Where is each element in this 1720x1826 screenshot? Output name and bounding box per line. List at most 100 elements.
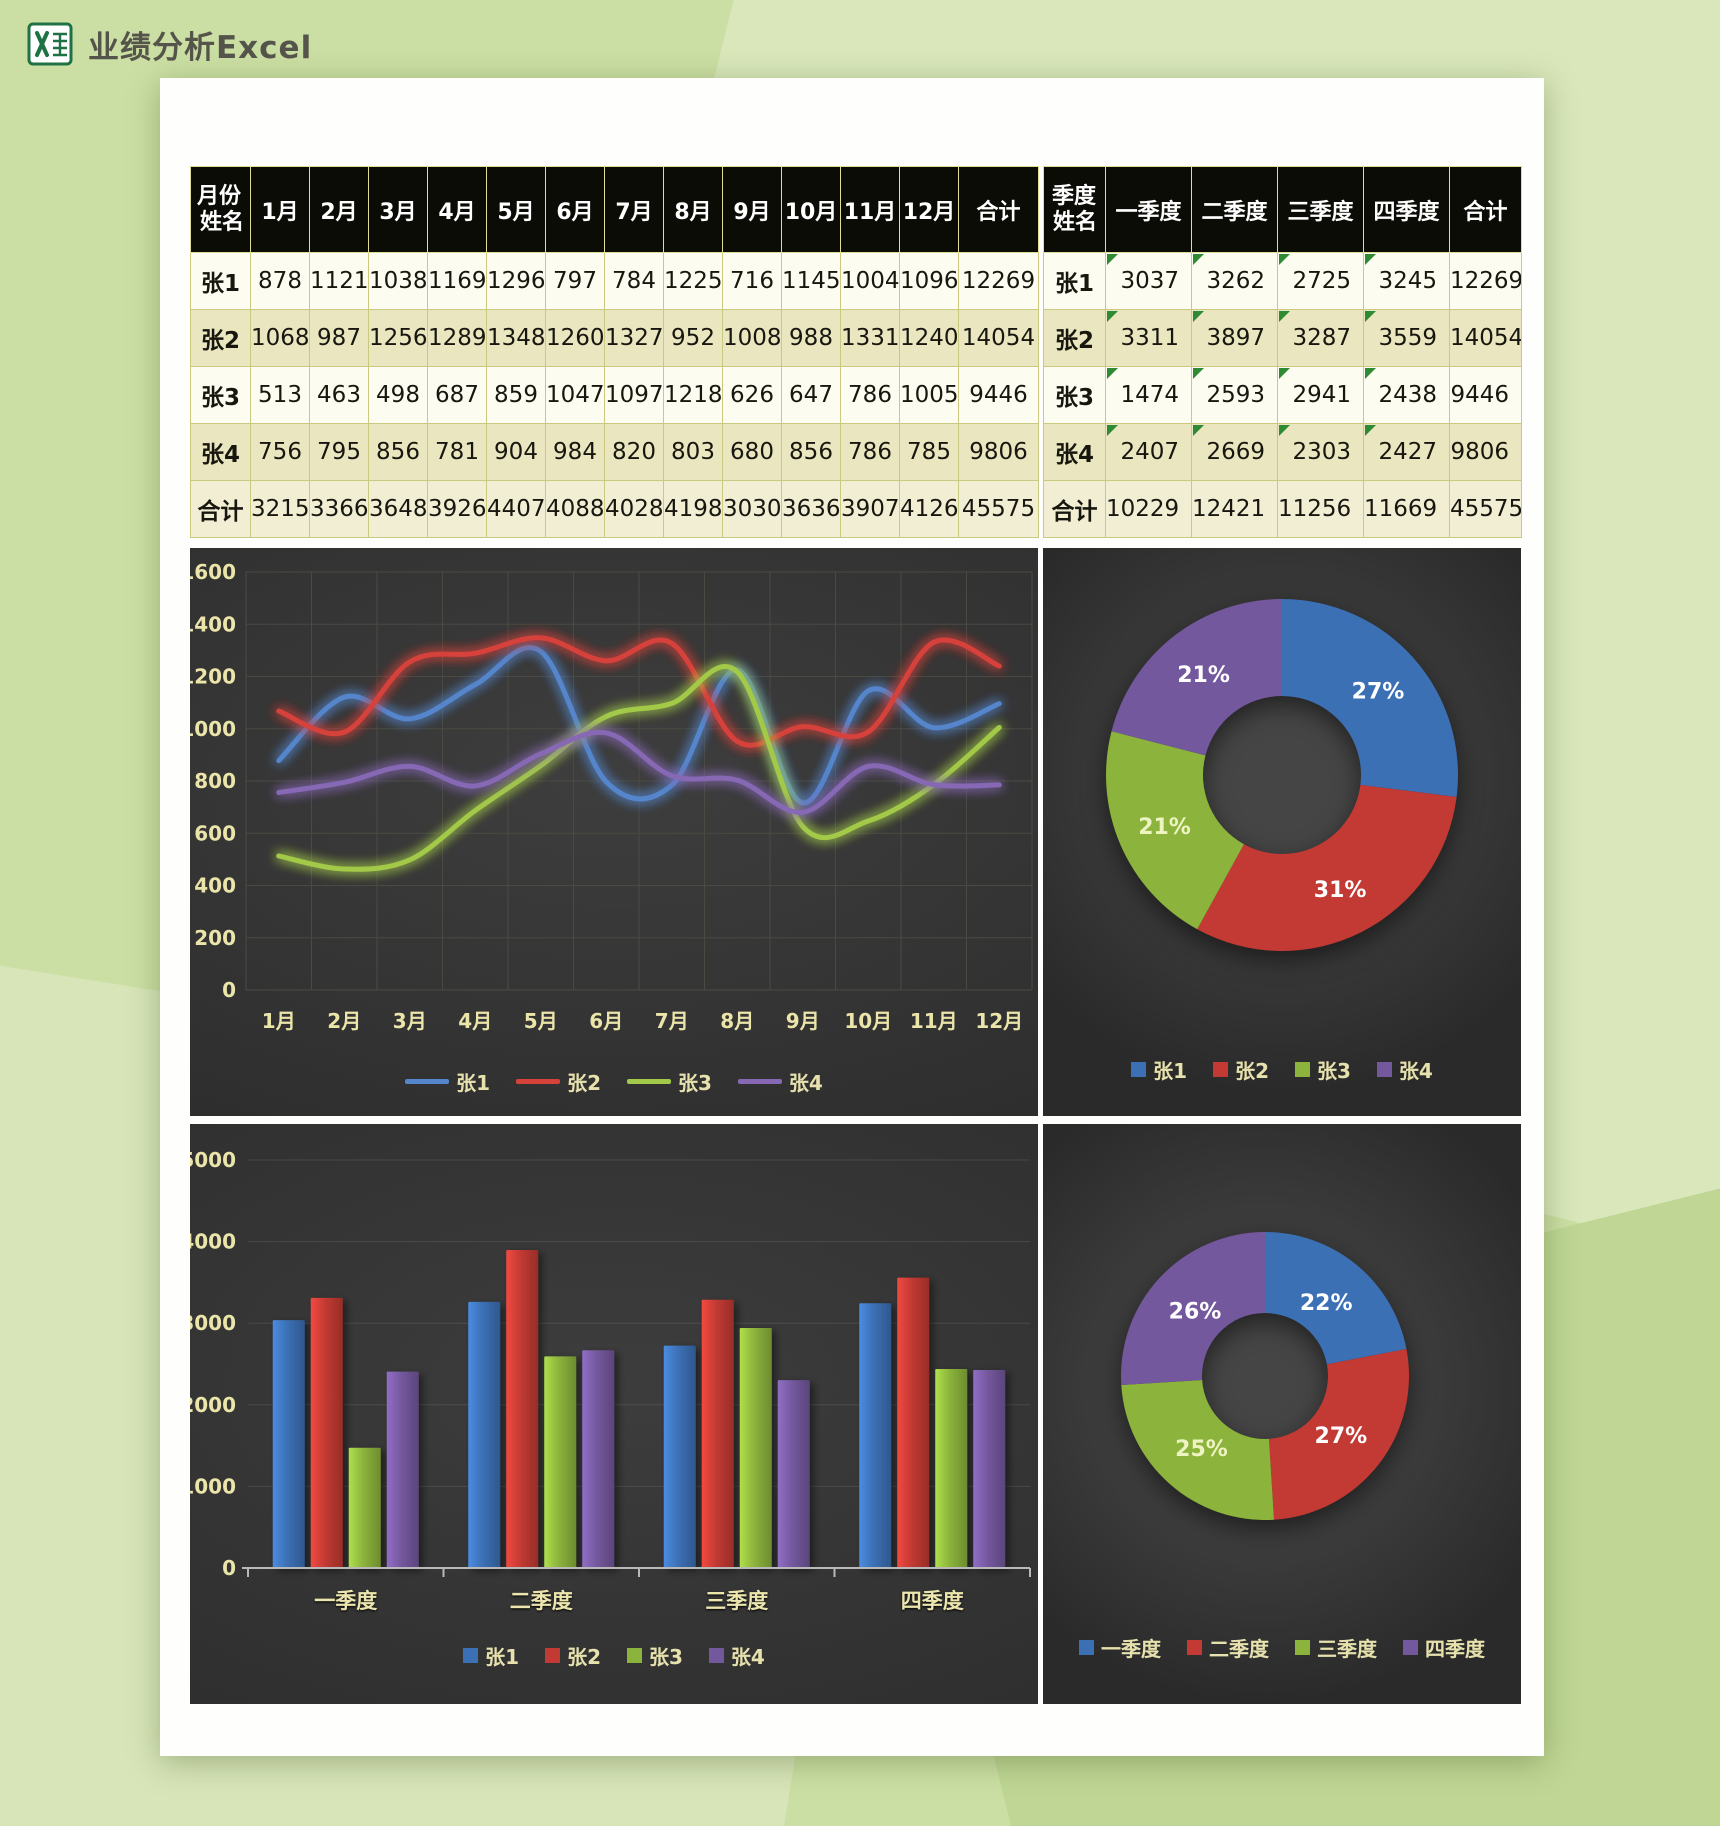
value-cell[interactable]: 9806	[958, 423, 1039, 481]
value-cell[interactable]: 11256	[1277, 480, 1364, 538]
value-cell[interactable]: 1327	[604, 309, 664, 367]
value-cell[interactable]: 14054	[958, 309, 1039, 367]
bar-张1-三季度[interactable]	[663, 1345, 696, 1568]
donut-slice-三季度[interactable]	[1121, 1379, 1275, 1520]
value-cell[interactable]: 1145	[781, 252, 841, 310]
legend-item-一季度[interactable]: 一季度	[1079, 1633, 1161, 1662]
bar-张1-一季度[interactable]	[272, 1320, 305, 1568]
column-header[interactable]: 三季度	[1277, 166, 1364, 253]
legend-item-张1[interactable]: 张1	[405, 1067, 490, 1096]
line-series-张2[interactable]	[276, 635, 1002, 748]
value-cell[interactable]: 463	[309, 366, 369, 424]
value-cell[interactable]: 1296	[486, 252, 546, 310]
value-cell[interactable]: 984	[545, 423, 605, 481]
value-cell[interactable]: 45575	[958, 480, 1039, 538]
value-cell[interactable]: 1004	[840, 252, 900, 310]
row-label[interactable]: 张4	[190, 423, 251, 481]
value-cell[interactable]: 3648	[368, 480, 428, 538]
value-cell[interactable]: 647	[781, 366, 841, 424]
value-cell[interactable]: 10229	[1105, 480, 1192, 538]
column-header[interactable]: 合计	[958, 166, 1039, 253]
value-cell[interactable]: 820	[604, 423, 664, 481]
donut-slice-张2[interactable]	[1197, 784, 1457, 951]
legend-item-张1[interactable]: 张1	[1131, 1055, 1187, 1084]
value-cell[interactable]: 4088	[545, 480, 605, 538]
bar-张2-四季度[interactable]	[897, 1277, 930, 1568]
value-cell[interactable]: 4198	[663, 480, 723, 538]
value-cell[interactable]: 2303	[1277, 423, 1364, 481]
value-cell[interactable]: 1348	[486, 309, 546, 367]
row-label[interactable]: 张1	[1043, 252, 1106, 310]
row-label[interactable]: 张4	[1043, 423, 1106, 481]
value-cell[interactable]: 3636	[781, 480, 841, 538]
column-header[interactable]: 合计	[1449, 166, 1522, 253]
bar-张4-四季度[interactable]	[973, 1369, 1006, 1568]
value-cell[interactable]: 1218	[663, 366, 723, 424]
value-cell[interactable]: 513	[250, 366, 310, 424]
column-header[interactable]: 6月	[545, 166, 605, 253]
value-cell[interactable]: 2941	[1277, 366, 1364, 424]
corner-cell[interactable]: 季度 姓名	[1043, 166, 1106, 253]
donut-slice-一季度[interactable]	[1265, 1232, 1407, 1365]
legend-item-张4[interactable]: 张4	[737, 1067, 823, 1096]
row-label[interactable]: 张2	[190, 309, 251, 367]
value-cell[interactable]: 786	[840, 423, 900, 481]
legend-item-四季度[interactable]: 四季度	[1403, 1633, 1485, 1662]
value-cell[interactable]: 878	[250, 252, 310, 310]
column-header[interactable]: 7月	[604, 166, 664, 253]
value-cell[interactable]: 687	[427, 366, 487, 424]
legend-item-张2[interactable]: 张2	[545, 1641, 601, 1670]
line-series-张3[interactable]	[276, 663, 1002, 872]
donut-slice-二季度[interactable]	[1268, 1349, 1409, 1520]
value-cell[interactable]: 1047	[545, 366, 605, 424]
value-cell[interactable]: 12269	[1449, 252, 1522, 310]
row-label[interactable]: 张1	[190, 252, 251, 310]
value-cell[interactable]: 2725	[1277, 252, 1364, 310]
column-header[interactable]: 二季度	[1191, 166, 1278, 253]
bar-张4-二季度[interactable]	[582, 1350, 615, 1568]
value-cell[interactable]: 1289	[427, 309, 487, 367]
value-cell[interactable]: 987	[309, 309, 369, 367]
bar-张3-三季度[interactable]	[739, 1328, 772, 1568]
row-label[interactable]: 张3	[190, 366, 251, 424]
value-cell[interactable]: 3311	[1105, 309, 1192, 367]
row-label[interactable]: 合计	[1043, 480, 1106, 538]
bar-张4-一季度[interactable]	[386, 1371, 419, 1568]
column-header[interactable]: 四季度	[1363, 166, 1450, 253]
value-cell[interactable]: 4407	[486, 480, 546, 538]
value-cell[interactable]: 4028	[604, 480, 664, 538]
value-cell[interactable]: 1038	[368, 252, 428, 310]
value-cell[interactable]: 859	[486, 366, 546, 424]
corner-cell[interactable]: 月份 姓名	[190, 166, 251, 253]
column-header[interactable]: 9月	[722, 166, 782, 253]
legend-item-张3[interactable]: 张3	[1295, 1055, 1351, 1084]
value-cell[interactable]: 2593	[1191, 366, 1278, 424]
column-header[interactable]: 一季度	[1105, 166, 1192, 253]
value-cell[interactable]: 3287	[1277, 309, 1364, 367]
column-header[interactable]: 8月	[663, 166, 723, 253]
value-cell[interactable]: 784	[604, 252, 664, 310]
column-header[interactable]: 5月	[486, 166, 546, 253]
quarterly-bar-chart[interactable]: 010002000300040005000一季度二季度三季度四季度张1张2张3张…	[190, 1124, 1038, 1704]
value-cell[interactable]: 2438	[1363, 366, 1450, 424]
column-header[interactable]: 11月	[840, 166, 900, 253]
value-cell[interactable]: 1225	[663, 252, 723, 310]
value-cell[interactable]: 3907	[840, 480, 900, 538]
value-cell[interactable]: 795	[309, 423, 369, 481]
value-cell[interactable]: 2427	[1363, 423, 1450, 481]
value-cell[interactable]: 3215	[250, 480, 310, 538]
value-cell[interactable]: 9446	[958, 366, 1039, 424]
value-cell[interactable]: 1474	[1105, 366, 1192, 424]
value-cell[interactable]: 626	[722, 366, 782, 424]
value-cell[interactable]: 803	[663, 423, 723, 481]
value-cell[interactable]: 1121	[309, 252, 369, 310]
value-cell[interactable]: 3262	[1191, 252, 1278, 310]
value-cell[interactable]: 756	[250, 423, 310, 481]
value-cell[interactable]: 3897	[1191, 309, 1278, 367]
value-cell[interactable]: 952	[663, 309, 723, 367]
value-cell[interactable]: 4126	[899, 480, 959, 538]
value-cell[interactable]: 781	[427, 423, 487, 481]
value-cell[interactable]: 3030	[722, 480, 782, 538]
value-cell[interactable]: 1240	[899, 309, 959, 367]
legend-item-张1[interactable]: 张1	[463, 1641, 519, 1670]
